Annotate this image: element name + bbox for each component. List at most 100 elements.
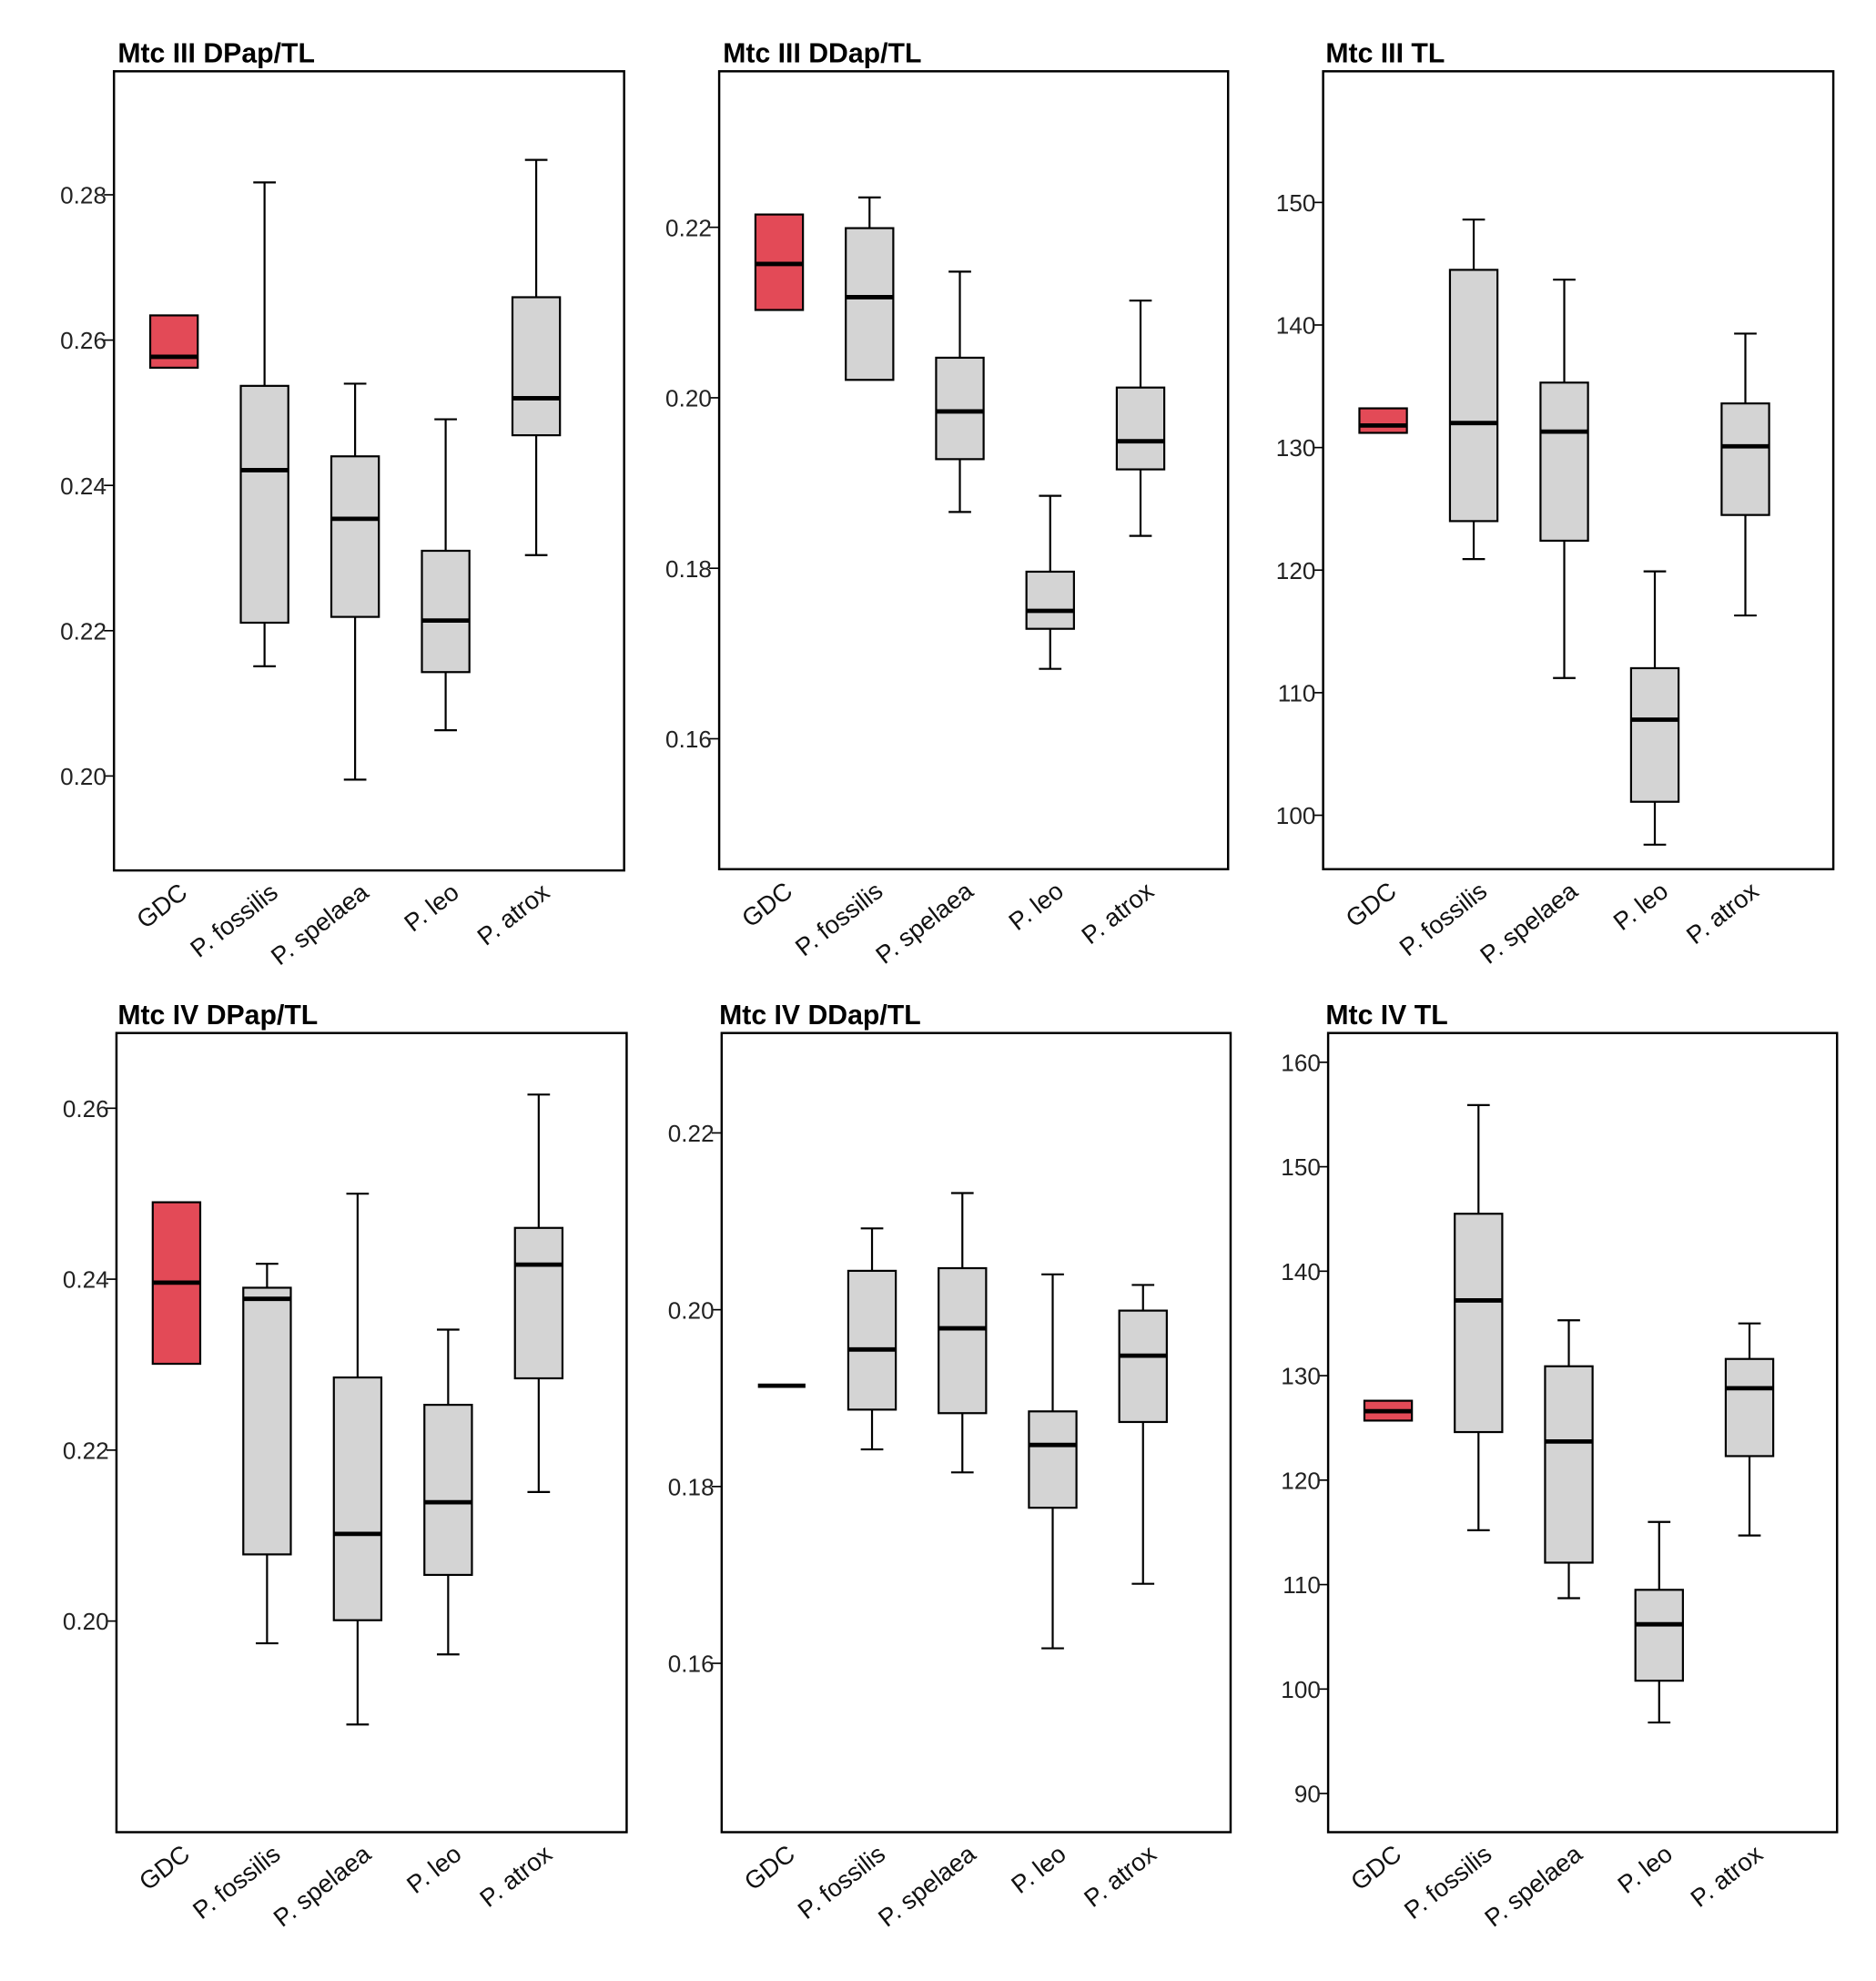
- box-p-atrox: [513, 1093, 564, 1493]
- x-category-label: P. atrox: [1076, 876, 1159, 950]
- plot-frame: [717, 70, 1230, 870]
- box-gdc: [148, 314, 199, 369]
- iqr-box: [1028, 1410, 1078, 1509]
- y-tick-label: 0.26: [63, 1095, 109, 1123]
- y-tick-label: 0.28: [60, 182, 106, 209]
- y-tick-label: 90: [1294, 1781, 1321, 1808]
- y-tick-label: 0.20: [668, 1296, 715, 1324]
- iqr-box: [148, 314, 199, 369]
- y-tick-label: 120: [1281, 1467, 1321, 1494]
- y-tick-label: 0.22: [60, 617, 106, 645]
- box-p-atrox: [511, 158, 562, 556]
- iqr-box: [1724, 1357, 1775, 1458]
- x-category-label: P. leo: [1006, 1839, 1071, 1898]
- x-category-label: P. atrox: [1079, 1839, 1161, 1913]
- x-category-label: P. leo: [401, 1839, 467, 1898]
- box-p-spelaea: [1539, 279, 1589, 679]
- box-p-leo: [1025, 494, 1075, 670]
- x-category-label: P. leo: [1608, 877, 1674, 936]
- x-category-label: P. spelaea: [873, 1839, 981, 1933]
- box-p-leo: [421, 418, 471, 732]
- x-category-label: P. atrox: [472, 878, 554, 951]
- x-category-label: P. atrox: [1681, 876, 1764, 950]
- iqr-box: [1634, 1589, 1684, 1682]
- x-category-label: P. leo: [1003, 877, 1069, 936]
- chart-title: Mtc IV DDap/TL: [719, 1001, 921, 1031]
- chart-title: Mtc IV TL: [1325, 1001, 1447, 1031]
- x-category-label: P. leo: [1612, 1839, 1678, 1898]
- y-tick-label: 0.26: [60, 327, 106, 354]
- box-p-leo: [1028, 1273, 1078, 1650]
- chart-title: Mtc III TL: [1325, 39, 1445, 69]
- box-p-atrox: [1724, 1322, 1775, 1537]
- iqr-box: [847, 1269, 897, 1411]
- box-p-fossilis: [1454, 1103, 1504, 1532]
- y-tick-label: 140: [1276, 312, 1316, 340]
- x-category-label: P. spelaea: [1475, 876, 1583, 970]
- y-tick-label: 110: [1278, 679, 1316, 706]
- x-category-label: GDC: [1341, 877, 1402, 933]
- y-tick-label: 0.16: [668, 1651, 715, 1678]
- iqr-box: [1454, 1213, 1504, 1434]
- x-category-label: P. spelaea: [1479, 1839, 1587, 1933]
- x-category-label: P. leo: [399, 878, 464, 937]
- box-gdc: [1363, 1399, 1414, 1422]
- y-tick-label: 0.22: [665, 214, 712, 241]
- iqr-box: [845, 227, 895, 381]
- iqr-box: [938, 1266, 988, 1415]
- iqr-box: [1448, 269, 1499, 523]
- y-tick-label: 0.24: [60, 472, 106, 500]
- iqr-box: [421, 549, 471, 674]
- box-p-leo: [423, 1328, 473, 1656]
- box-p-spelaea: [935, 270, 985, 513]
- y-tick-label: 150: [1276, 189, 1316, 217]
- iqr-box: [1025, 570, 1075, 630]
- y-tick-label: 120: [1276, 557, 1316, 584]
- box-p-atrox: [1720, 332, 1770, 617]
- y-tick-label: 0.16: [665, 726, 712, 753]
- box-p-atrox: [1118, 1284, 1168, 1585]
- y-tick-label: 130: [1276, 434, 1316, 462]
- y-tick-label: 160: [1281, 1049, 1321, 1076]
- iqr-box: [1544, 1365, 1594, 1564]
- y-tick-label: 150: [1281, 1153, 1321, 1181]
- y-tick-label: 0.20: [60, 763, 106, 790]
- x-category-label: GDC: [1345, 1839, 1406, 1895]
- x-category-label: GDC: [739, 1839, 800, 1895]
- iqr-box: [1115, 386, 1166, 471]
- iqr-box: [239, 384, 289, 625]
- iqr-box: [935, 356, 985, 461]
- y-tick-label: 0.20: [665, 385, 712, 412]
- x-category-label: GDC: [131, 878, 192, 934]
- chart-panel: Mtc III DPap/TL 0.28 0.26 0.24 0.22 0.20 GDC P.…: [60, 39, 625, 970]
- x-category-label: P. spelaea: [268, 1839, 376, 1933]
- chart-title: Mtc IV DPap/TL: [117, 1001, 318, 1031]
- y-tick-label: 140: [1281, 1258, 1321, 1285]
- box-p-leo: [1634, 1520, 1684, 1724]
- plot-frame: [1326, 1031, 1839, 1834]
- chart-title: Mtc III DPap/TL: [117, 39, 315, 69]
- box-gdc: [151, 1201, 202, 1366]
- box-p-spelaea: [332, 1193, 383, 1726]
- y-tick-label: 100: [1281, 1676, 1321, 1703]
- box-p-spelaea: [1544, 1319, 1594, 1600]
- y-tick-label: 110: [1283, 1571, 1321, 1599]
- iqr-box: [423, 1404, 473, 1577]
- x-category-label: P. spelaea: [870, 876, 979, 970]
- box-p-fossilis: [239, 181, 289, 667]
- box-p-spelaea: [938, 1192, 988, 1474]
- box-p-atrox: [1115, 300, 1166, 537]
- iqr-box: [1720, 402, 1770, 516]
- x-category-label: P. atrox: [1685, 1839, 1768, 1913]
- x-category-label: GDC: [134, 1839, 195, 1895]
- box-p-fossilis: [847, 1227, 897, 1451]
- chart-title: Mtc III DDap/TL: [723, 39, 921, 69]
- box-p-fossilis: [845, 196, 895, 381]
- iqr-box: [1539, 381, 1589, 543]
- y-tick-label: 0.20: [63, 1608, 109, 1635]
- box-p-fossilis: [1448, 218, 1499, 561]
